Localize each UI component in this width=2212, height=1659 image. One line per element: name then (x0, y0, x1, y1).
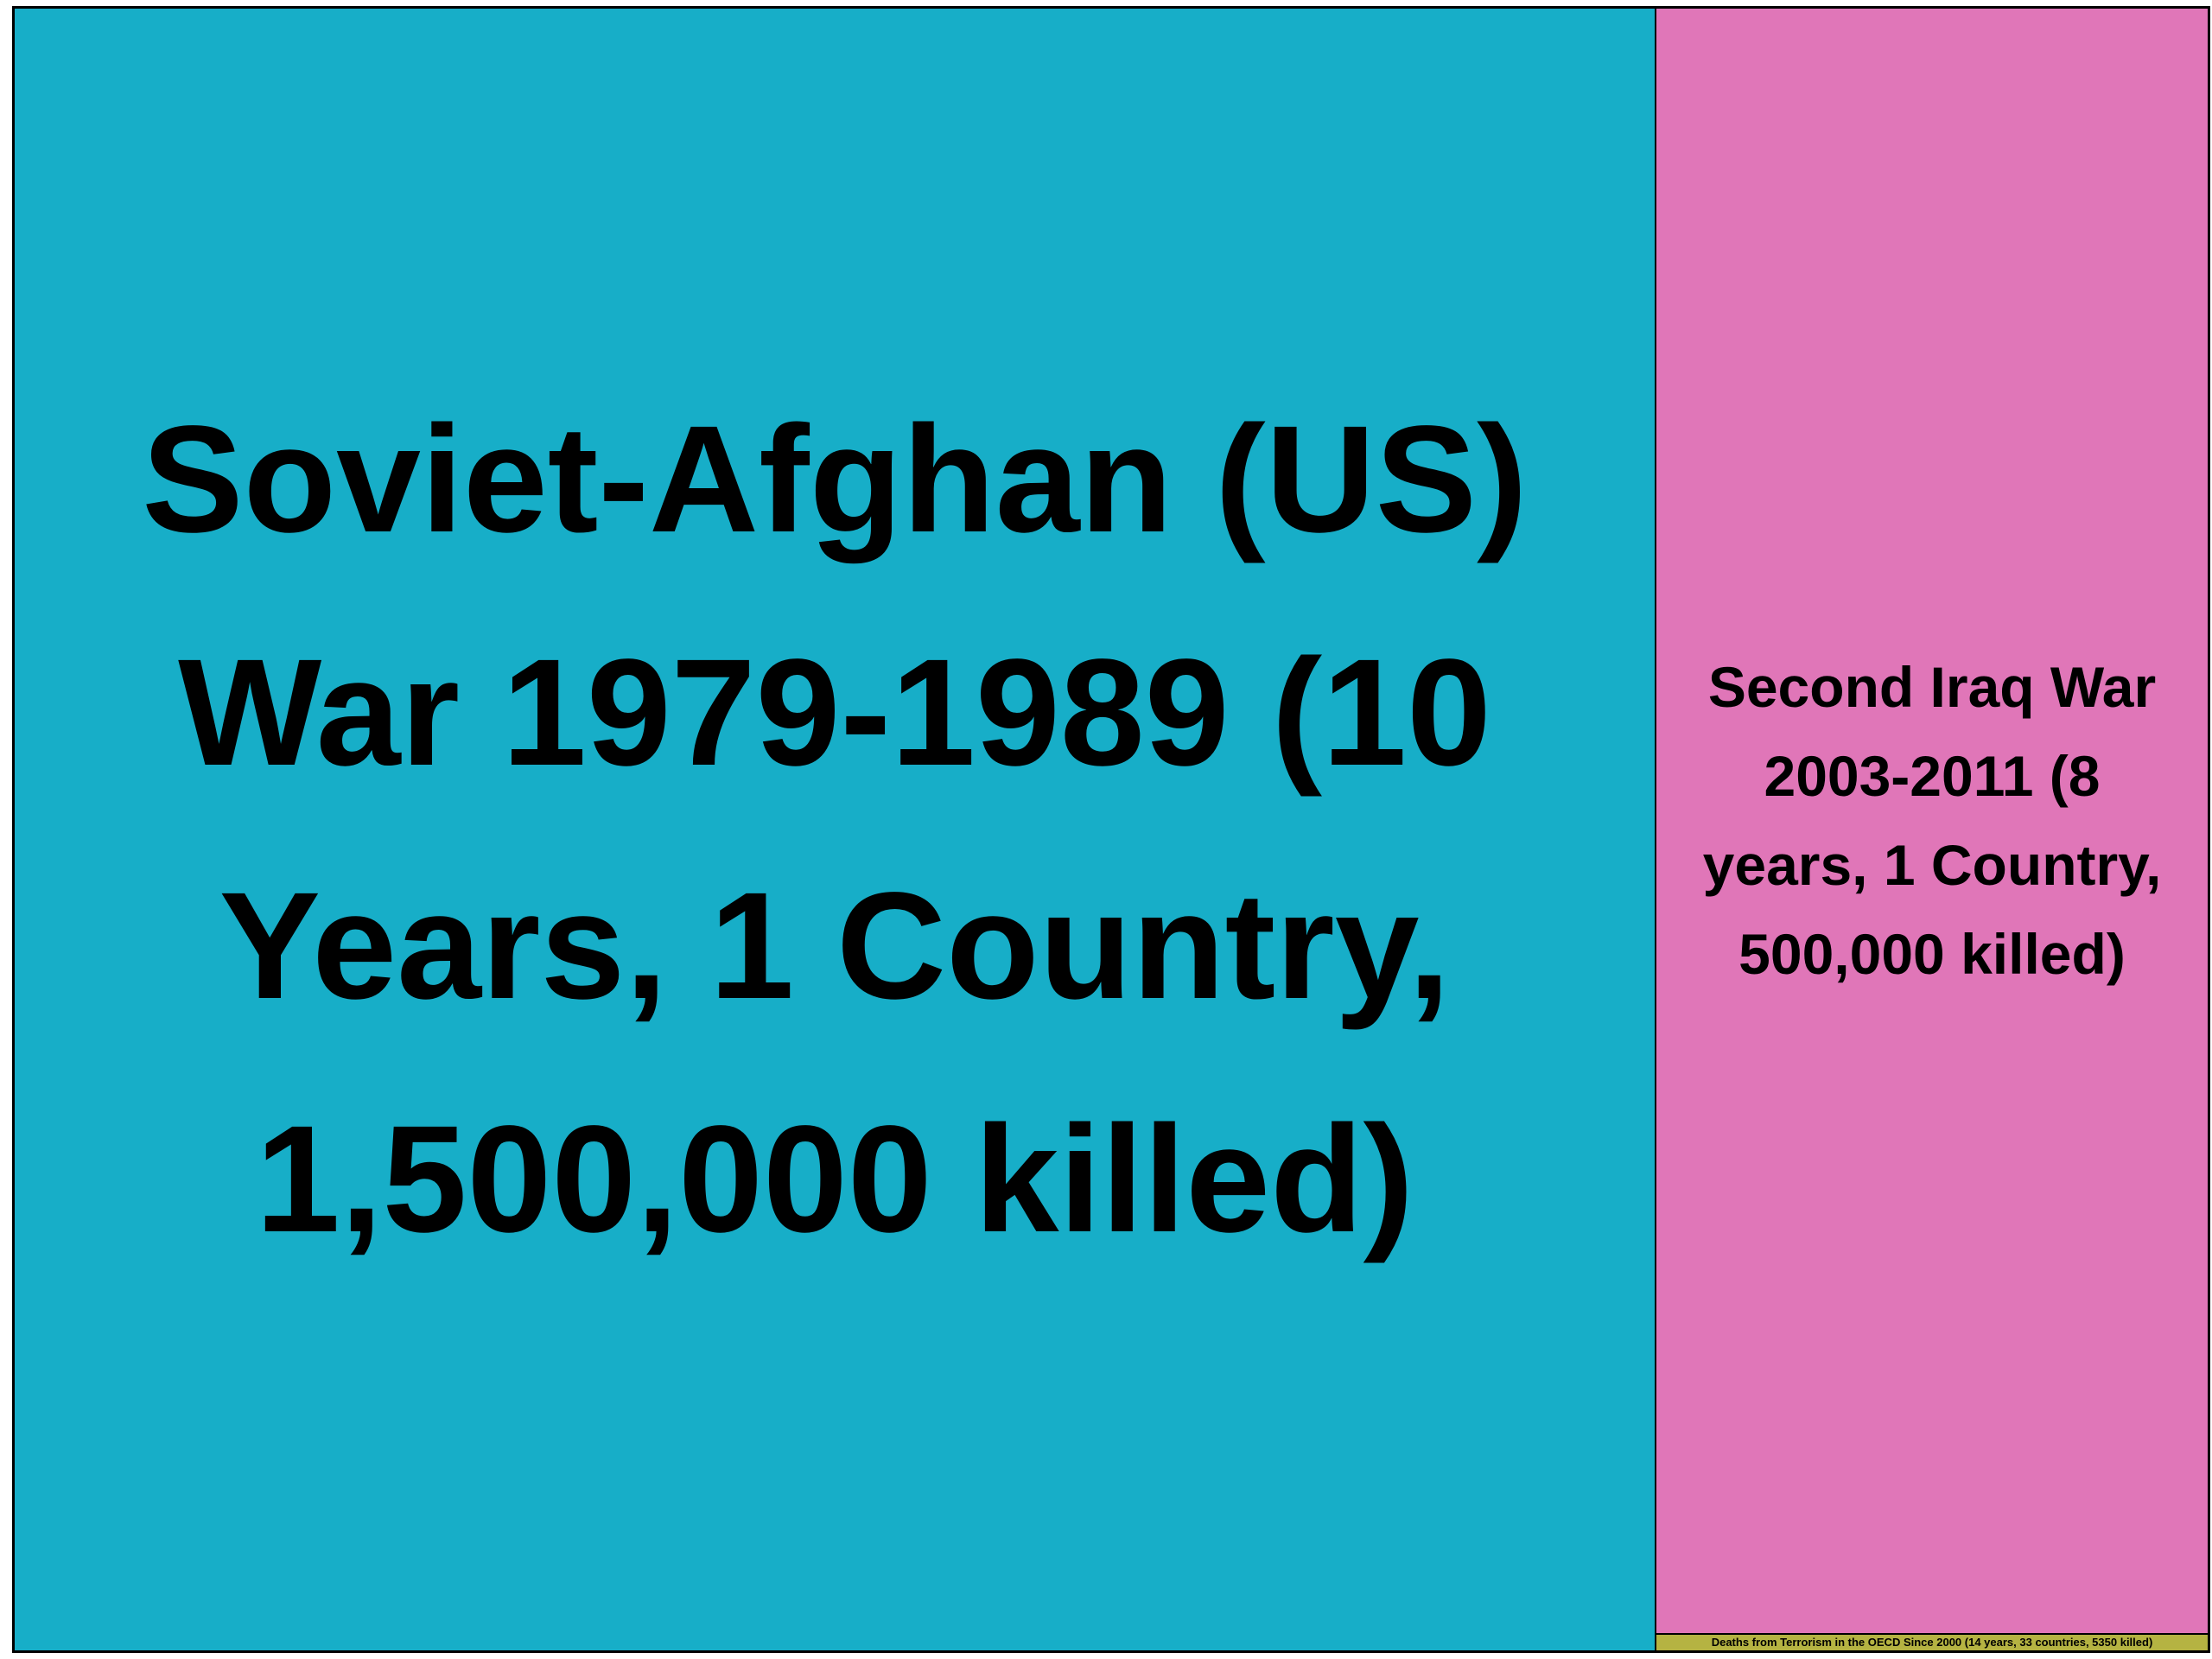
tile-label-soviet-afghan-war: Soviet-Afghan (US) War 1979-1989 (10 Yea… (142, 395, 1528, 1264)
treemap-chart: Soviet-Afghan (US) War 1979-1989 (10 Yea… (12, 6, 2210, 1653)
tile-label-second-iraq-war: Second Iraq War 2003-2011 (8 years, 1 Co… (1702, 655, 2162, 986)
treemap-tile-oecd-terrorism-deaths: Deaths from Terrorism in the OECD Since … (1656, 1634, 2209, 1651)
tile-label-oecd-terrorism-deaths: Deaths from Terrorism in the OECD Since … (1711, 1636, 2153, 1649)
treemap-tile-second-iraq-war: Second Iraq War 2003-2011 (8 years, 1 Co… (1656, 8, 2209, 1634)
treemap-tile-soviet-afghan-war: Soviet-Afghan (US) War 1979-1989 (10 Yea… (14, 8, 1656, 1651)
